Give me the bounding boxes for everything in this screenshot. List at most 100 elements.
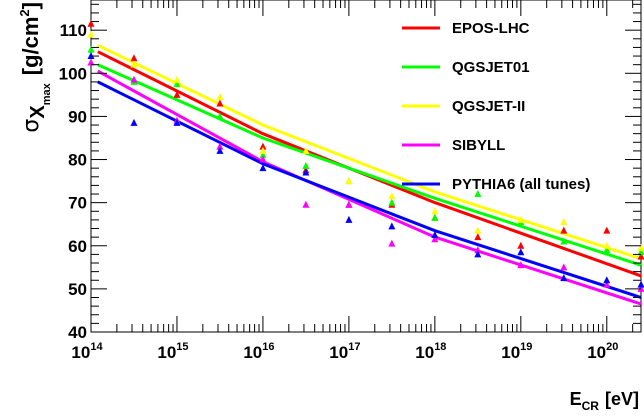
data-point-pythia6-all-tunes-10 [517,248,525,256]
axis-ticks [90,0,641,333]
data-point-qgsjet-ii-10 [517,215,525,223]
data-point-pythia6-all-tunes-8 [431,230,439,238]
data-point-pythia6-all-tunes-7 [388,222,396,230]
data-point-qgsjet01-5 [302,162,310,169]
x-tick-label-base: 10 [329,343,348,362]
x-tick-label-base: 10 [157,343,176,362]
data-point-qgsjet01-9 [474,190,482,198]
data-point-sibyll-8 [431,235,439,243]
y-axis-title: σXmax [g/cm2] [17,2,53,133]
data-point-pythia6-all-tunes-4 [259,164,267,172]
data-point-pythia6-all-tunes-9 [474,250,482,258]
data-point-qgsjet-ii-9 [474,226,482,234]
data-point-qgsjet01-12 [603,246,611,254]
data-point-epos-lhc-4 [259,142,267,150]
data-point-qgsjet-ii-4 [259,146,267,154]
data-point-qgsjet-ii-2 [173,75,181,83]
data-point-epos-lhc-0 [87,19,95,27]
data-point-sibyll-5 [302,200,310,208]
data-point-qgsjet-ii-6 [345,177,353,185]
data-point-epos-lhc-13 [637,252,644,260]
data-point-epos-lhc-2 [173,90,181,98]
data-point-pythia6-all-tunes-11 [560,274,568,282]
x-tick-label: 1017 [329,341,360,362]
data-point-epos-lhc-1 [130,54,138,62]
data-point-sibyll-10 [517,261,525,269]
data-point-pythia6-all-tunes-3 [216,146,224,154]
data-point-sibyll-1 [130,75,138,83]
legend-label-sibyll: SIBYLL [452,137,505,154]
x-axis-title-main: E [570,389,582,409]
y-tick-labels: 40 50 60 70 80 90 100 110 [59,21,87,342]
data-point-sibyll-11 [560,263,568,271]
data-point-epos-lhc-3 [216,99,224,107]
data-point-pythia6-all-tunes-12 [603,276,611,284]
legend-label-pythia6-all-tunes: PYTHIA6 (all tunes) [452,176,590,193]
series-line-qgsjet-ii [97,43,642,261]
x-tick-label-exp: 14 [90,341,103,353]
x-tick-label: 1018 [415,341,446,362]
data-point-qgsjet01-4 [259,151,267,159]
y-axis-title-sub: max [41,82,53,105]
data-point-pythia6-all-tunes-6 [345,215,353,223]
x-tick-label-base: 10 [243,343,262,362]
y-tick-label: 70 [68,194,87,213]
data-point-qgsjet-ii-1 [130,60,138,68]
y-tick-label: 100 [59,64,87,83]
x-tick-label-exp: 17 [348,341,360,353]
y-axis-title-unit-post: ] [18,2,43,9]
data-point-qgsjet01-3 [216,112,224,120]
data-point-qgsjet-ii-7 [388,192,396,200]
legend-label-epos-lhc: EPOS-LHC [452,20,530,37]
x-tick-label: 1015 [157,341,188,362]
x-tick-label-exp: 18 [434,341,446,353]
data-point-qgsjet-ii-11 [560,218,568,226]
x-tick-labels: 1014 1015 1016 1017 1018 1019 1020 [71,341,618,362]
y-axis-title-x: X [27,105,49,119]
x-tick-label: 1019 [501,341,532,362]
y-axis-title-sigma: σ [19,119,44,133]
y-tick-label: 40 [68,323,87,342]
data-point-sibyll-6 [345,200,353,208]
y-tick-label: 80 [68,151,87,170]
data-point-sibyll-9 [474,246,482,254]
data-point-pythia6-all-tunes-2 [173,118,181,126]
x-tick-label-base: 10 [587,343,606,362]
data-point-qgsjet01-2 [173,80,181,88]
x-tick-label-exp: 16 [262,341,274,353]
data-point-sibyll-4 [259,155,267,163]
x-tick-label-exp: 19 [520,341,532,353]
data-point-qgsjet01-7 [388,198,396,206]
legend-label-qgsjet-ii: QGSJET-II [452,98,525,115]
series-lines [97,43,642,306]
data-point-sibyll-7 [388,239,396,247]
x-axis-title-sub: CR [582,399,600,413]
data-point-pythia6-all-tunes-1 [130,118,138,126]
x-axis-title-unit: [eV] [605,389,639,409]
data-point-epos-lhc-12 [603,226,611,234]
data-point-qgsjet-ii-12 [603,241,611,249]
data-point-qgsjet01-11 [560,237,568,245]
legend: EPOS-LHC QGSJET01 QGSJET-II SIBYLL PYTHIA6 (… [402,20,590,193]
legend-label-qgsjet01: QGSJET01 [452,59,530,76]
data-point-qgsjet-ii-8 [431,207,439,215]
data-point-epos-lhc-11 [560,226,568,234]
x-tick-label: 1014 [71,341,103,362]
x-tick-label-exp: 15 [176,341,188,353]
y-tick-label: 90 [68,107,87,126]
series-line-qgsjet01 [97,63,642,267]
data-point-epos-lhc-9 [474,233,482,241]
x-tick-label: 1016 [243,341,274,362]
plot-frame [90,0,642,333]
series-line-sibyll [97,69,642,306]
x-tick-label-base: 10 [501,343,520,362]
y-axis-title-sup: 2 [17,9,32,16]
y-tick-label: 60 [68,237,87,256]
y-tick-label: 110 [60,21,87,40]
y-tick-label: 50 [68,280,87,299]
data-point-qgsjet01-13 [637,248,644,256]
x-tick-label: 1020 [587,341,618,362]
data-point-epos-lhc-10 [517,241,525,249]
x-tick-label-base: 10 [415,343,434,362]
